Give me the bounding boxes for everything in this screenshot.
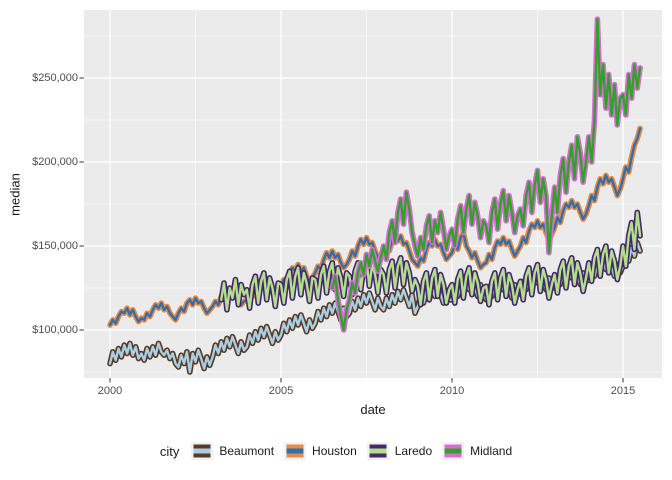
gridlines-major bbox=[84, 10, 662, 378]
legend-entry-midland: Midland bbox=[442, 442, 512, 460]
legend-title: city bbox=[159, 443, 180, 459]
plot-area bbox=[79, 10, 662, 383]
legend: city Beaumont Houston Laredo Midland bbox=[0, 442, 672, 460]
legend-key-midland bbox=[442, 442, 465, 460]
legend-label-houston: Houston bbox=[312, 444, 357, 458]
y-tick-label: $250,000 bbox=[32, 72, 78, 84]
axis-tick-marks bbox=[79, 77, 624, 383]
y-tick-label: $100,000 bbox=[32, 324, 78, 336]
series-midland-line bbox=[331, 18, 642, 332]
gridlines-minor bbox=[84, 10, 662, 378]
legend-key-laredo bbox=[366, 442, 389, 460]
y-tick-label: $200,000 bbox=[32, 156, 78, 168]
x-tick-label: 2010 bbox=[439, 385, 465, 397]
y-axis-title: median bbox=[7, 173, 23, 216]
plot-panel bbox=[84, 10, 662, 378]
y-tick-label: $150,000 bbox=[32, 240, 78, 252]
series-laredo-line bbox=[219, 211, 642, 311]
legend-label-midland: Midland bbox=[470, 444, 513, 458]
legend-entry-beaumont: Beaumont bbox=[191, 442, 274, 460]
legend-label-beaumont: Beaumont bbox=[219, 444, 275, 458]
legend-entry-houston: Houston bbox=[284, 442, 357, 460]
x-tick-label: 2005 bbox=[268, 385, 294, 397]
legend-entry-laredo: Laredo bbox=[366, 442, 433, 460]
x-axis-title: date bbox=[360, 402, 386, 417]
legend-label-laredo: Laredo bbox=[394, 444, 433, 458]
x-tick-label: 2000 bbox=[97, 385, 123, 397]
legend-key-beaumont bbox=[191, 442, 214, 460]
x-tick-label: 2015 bbox=[610, 385, 636, 397]
legend-key-houston bbox=[284, 442, 307, 460]
